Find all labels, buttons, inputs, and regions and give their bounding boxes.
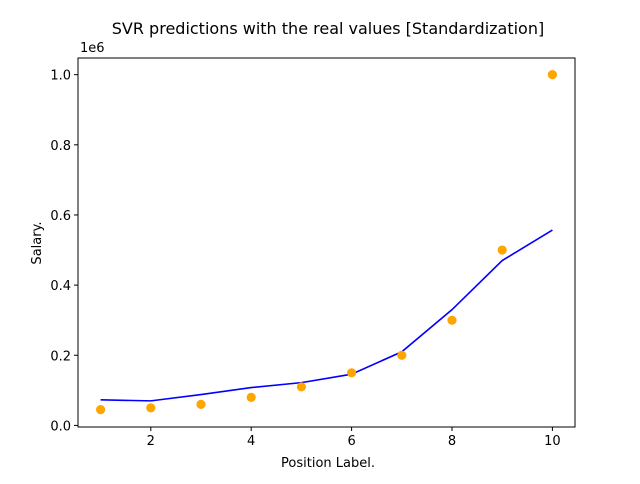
chart-title: SVR predictions with the real values [St… <box>112 19 544 38</box>
y-tick-label: 0.8 <box>50 139 71 154</box>
data-point <box>95 405 106 415</box>
data-point <box>547 70 558 80</box>
y-tick-label: 1.0 <box>50 69 71 84</box>
data-point <box>196 399 206 409</box>
plot-area <box>78 58 575 427</box>
plot-frame <box>77 57 576 428</box>
plot-marks <box>95 70 558 415</box>
data-point <box>397 350 407 360</box>
y-tick-label: 0.2 <box>50 349 71 364</box>
y-tick-label: 0.4 <box>50 279 71 294</box>
x-tick-label: 8 <box>448 434 456 449</box>
axes: 2 4 6 8 10 0.0 0.2 0.4 0.6 0.8 1.0 <box>50 69 560 449</box>
y-tick-label: 0.0 <box>50 419 71 434</box>
data-point <box>246 392 256 402</box>
x-tick-label: 10 <box>544 434 561 449</box>
data-point <box>347 368 357 378</box>
data-point <box>447 315 457 325</box>
prediction-line <box>100 229 553 402</box>
data-point <box>497 245 507 255</box>
data-point <box>146 403 156 413</box>
x-tick-label: 4 <box>247 434 255 449</box>
y-offset-label: 1e6 <box>80 41 105 56</box>
y-tick-label: 0.6 <box>50 209 71 224</box>
x-tick-label: 6 <box>347 434 355 449</box>
x-tick-label: 2 <box>147 434 155 449</box>
data-point <box>296 382 306 392</box>
x-axis-label: Position Label. <box>281 456 375 471</box>
y-axis-label: Salary. <box>30 221 45 264</box>
